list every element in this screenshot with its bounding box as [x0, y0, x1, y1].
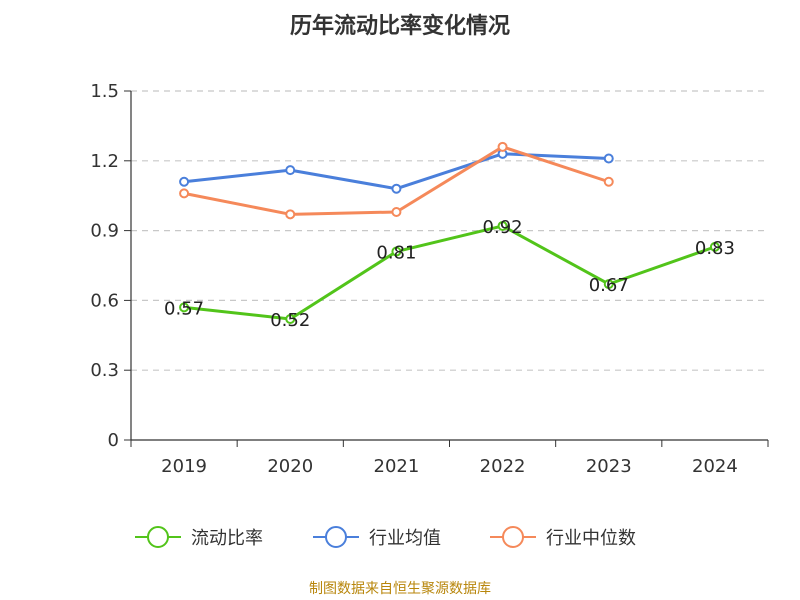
data-point — [179, 176, 190, 187]
x-tick-label: 2019 — [161, 456, 207, 477]
data-point — [497, 141, 508, 152]
data-point — [179, 302, 190, 313]
legend-marker-icon — [502, 526, 524, 548]
x-tick-label: 2020 — [267, 456, 313, 477]
legend-marker-icon — [147, 526, 169, 548]
y-tick-label: 0.9 — [90, 221, 119, 242]
legend-label: 流动比率 — [191, 528, 263, 549]
source-note: 制图数据来自恒生聚源数据库 — [309, 581, 491, 597]
data-point — [603, 279, 614, 290]
data-label: 0.52 — [270, 310, 310, 331]
data-point — [285, 209, 296, 220]
series-group — [179, 141, 720, 325]
legend: 流动比率 行业均值 行业中位数 — [135, 526, 636, 549]
y-tick-label: 0.6 — [90, 290, 119, 311]
data-point — [391, 246, 402, 257]
x-tick-label: 2023 — [586, 456, 632, 477]
data-label: 0.57 — [164, 298, 204, 319]
series-line-1 — [183, 152, 609, 191]
y-tick-label: 0.3 — [90, 360, 119, 381]
grid-lines — [131, 90, 768, 371]
y-tick-label: 1.2 — [90, 151, 119, 172]
data-label: 0.92 — [483, 217, 523, 238]
data-point — [603, 153, 614, 164]
y-tick-label: 1.5 — [90, 81, 119, 102]
x-tick-label: 2021 — [374, 456, 420, 477]
y-tick-label: 0 — [108, 430, 119, 451]
data-point — [709, 241, 720, 252]
data-point — [497, 220, 508, 231]
data-label: 0.81 — [376, 243, 416, 264]
data-point — [179, 188, 190, 199]
data-point — [285, 314, 296, 325]
data-label: 0.67 — [589, 275, 629, 296]
axes: 0 0.3 0.6 0.9 1.2 1.5 2019 2020 2021 2022 2023 2024 — [90, 81, 769, 477]
chart-title: 历年流动比率变化情况 — [290, 13, 510, 39]
legend-label: 行业中位数 — [546, 528, 636, 549]
data-point — [391, 183, 402, 194]
data-labels: 0.57 0.52 0.81 0.92 0.67 0.83 — [164, 217, 735, 331]
data-point — [285, 165, 296, 176]
legend-label: 行业均值 — [369, 528, 441, 549]
x-tick-label: 2024 — [692, 456, 738, 477]
series-line-0 — [183, 224, 716, 321]
legend-marker-icon — [325, 526, 347, 548]
data-point — [603, 176, 614, 187]
data-point — [391, 206, 402, 217]
data-label: 0.83 — [695, 238, 735, 259]
x-tick-label: 2022 — [480, 456, 526, 477]
